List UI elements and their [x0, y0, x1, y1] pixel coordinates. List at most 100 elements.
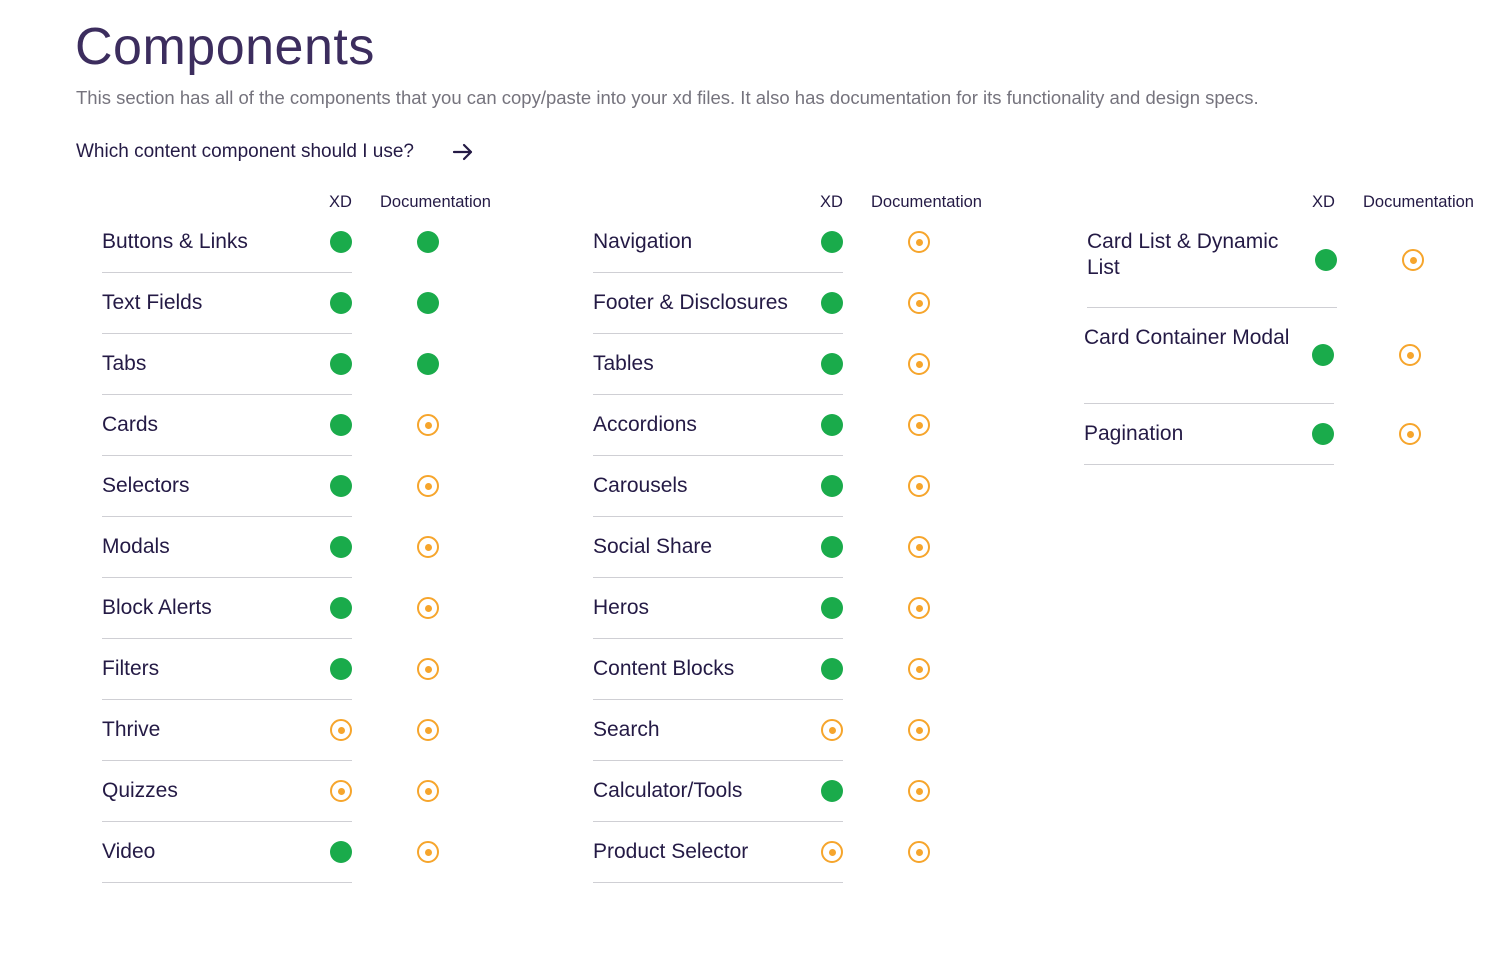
component-name[interactable]: Navigation	[593, 230, 693, 253]
target-circle-icon[interactable]	[417, 475, 439, 497]
component-row: Pagination	[1084, 404, 1334, 465]
component-name[interactable]: Content Blocks	[593, 657, 735, 680]
filled-circle-icon[interactable]	[330, 658, 352, 680]
filled-circle-icon[interactable]	[330, 353, 352, 375]
component-name[interactable]: Pagination	[1084, 422, 1184, 445]
target-circle-icon[interactable]	[908, 597, 930, 619]
filled-circle-icon[interactable]	[417, 292, 439, 314]
column-header-documentation: Documentation	[380, 193, 491, 211]
filled-circle-icon[interactable]	[330, 597, 352, 619]
target-circle-icon[interactable]	[417, 414, 439, 436]
target-circle-icon[interactable]	[417, 597, 439, 619]
filled-circle-icon[interactable]	[821, 292, 843, 314]
target-circle-icon[interactable]	[908, 780, 930, 802]
target-circle-icon[interactable]	[417, 719, 439, 741]
component-row: Block Alerts	[102, 578, 352, 639]
component-row: Content Blocks	[593, 639, 843, 700]
target-circle-icon[interactable]	[821, 719, 843, 741]
component-name[interactable]: Block Alerts	[102, 596, 212, 619]
component-name[interactable]: Text Fields	[102, 291, 203, 314]
component-row: Tables	[593, 334, 843, 395]
component-row: Cards	[102, 395, 352, 456]
target-circle-icon[interactable]	[908, 841, 930, 863]
component-name[interactable]: Tabs	[102, 352, 147, 375]
filled-circle-icon[interactable]	[330, 414, 352, 436]
column-header-xd: XD	[329, 193, 352, 211]
component-name[interactable]: Card Container Modal	[1084, 326, 1290, 349]
filled-circle-icon[interactable]	[821, 536, 843, 558]
component-row: Footer & Disclosures	[593, 273, 843, 334]
component-name[interactable]: Tables	[593, 352, 654, 375]
component-name[interactable]: Filters	[102, 657, 160, 680]
component-name[interactable]: Calculator/Tools	[593, 779, 743, 802]
target-circle-icon[interactable]	[908, 353, 930, 375]
filled-circle-icon[interactable]	[1315, 249, 1337, 271]
component-name[interactable]: Quizzes	[102, 779, 178, 802]
component-name[interactable]: Video	[102, 840, 156, 863]
filled-circle-icon[interactable]	[821, 231, 843, 253]
filled-circle-icon[interactable]	[330, 475, 352, 497]
filled-circle-icon[interactable]	[330, 536, 352, 558]
component-row: Navigation	[593, 212, 843, 273]
filled-circle-icon[interactable]	[417, 231, 439, 253]
filled-circle-icon[interactable]	[1312, 423, 1334, 445]
component-row: Social Share	[593, 517, 843, 578]
page-description: This section has all of the components t…	[76, 87, 1259, 108]
target-circle-icon[interactable]	[417, 536, 439, 558]
component-row: Text Fields	[102, 273, 352, 334]
component-name[interactable]: Heros	[593, 596, 650, 619]
filled-circle-icon[interactable]	[1312, 344, 1334, 366]
target-circle-icon[interactable]	[908, 292, 930, 314]
component-name[interactable]: Cards	[102, 413, 159, 436]
component-guide-link[interactable]: Which content component should I use?	[76, 139, 474, 165]
filled-circle-icon[interactable]	[330, 292, 352, 314]
component-name[interactable]: Thrive	[102, 718, 161, 741]
filled-circle-icon[interactable]	[330, 231, 352, 253]
filled-circle-icon[interactable]	[821, 414, 843, 436]
component-name[interactable]: Modals	[102, 535, 170, 558]
component-row: Search	[593, 700, 843, 761]
component-row: Carousels	[593, 456, 843, 517]
component-name[interactable]: Card List & Dynamic List	[1087, 230, 1279, 279]
component-name[interactable]: Buttons & Links	[102, 230, 248, 253]
filled-circle-icon[interactable]	[821, 353, 843, 375]
component-name[interactable]: Selectors	[102, 474, 190, 497]
filled-circle-icon[interactable]	[330, 841, 352, 863]
target-circle-icon[interactable]	[908, 414, 930, 436]
target-circle-icon[interactable]	[908, 536, 930, 558]
target-circle-icon[interactable]	[908, 719, 930, 741]
target-circle-icon[interactable]	[330, 719, 352, 741]
target-circle-icon[interactable]	[821, 841, 843, 863]
component-row: Filters	[102, 639, 352, 700]
target-circle-icon[interactable]	[1399, 344, 1421, 366]
target-circle-icon[interactable]	[908, 231, 930, 253]
filled-circle-icon[interactable]	[821, 658, 843, 680]
component-row: Thrive	[102, 700, 352, 761]
target-circle-icon[interactable]	[908, 475, 930, 497]
component-name[interactable]: Product Selector	[593, 840, 749, 863]
target-circle-icon[interactable]	[330, 780, 352, 802]
column-header-xd: XD	[1312, 193, 1335, 211]
component-row: Selectors	[102, 456, 352, 517]
filled-circle-icon[interactable]	[821, 475, 843, 497]
component-row: Modals	[102, 517, 352, 578]
component-row: Video	[102, 822, 352, 883]
component-row: Accordions	[593, 395, 843, 456]
target-circle-icon[interactable]	[1402, 249, 1424, 271]
target-circle-icon[interactable]	[1399, 423, 1421, 445]
target-circle-icon[interactable]	[908, 658, 930, 680]
component-row: Card Container Modal	[1084, 308, 1334, 404]
filled-circle-icon[interactable]	[417, 353, 439, 375]
component-name[interactable]: Accordions	[593, 413, 697, 436]
target-circle-icon[interactable]	[417, 841, 439, 863]
component-name[interactable]: Social Share	[593, 535, 713, 558]
component-name[interactable]: Footer & Disclosures	[593, 291, 788, 314]
filled-circle-icon[interactable]	[821, 597, 843, 619]
column-header-xd: XD	[820, 193, 843, 211]
target-circle-icon[interactable]	[417, 658, 439, 680]
target-circle-icon[interactable]	[417, 780, 439, 802]
filled-circle-icon[interactable]	[821, 780, 843, 802]
component-name[interactable]: Carousels	[593, 474, 688, 497]
component-name[interactable]: Search	[593, 718, 660, 741]
component-row: Product Selector	[593, 822, 843, 883]
